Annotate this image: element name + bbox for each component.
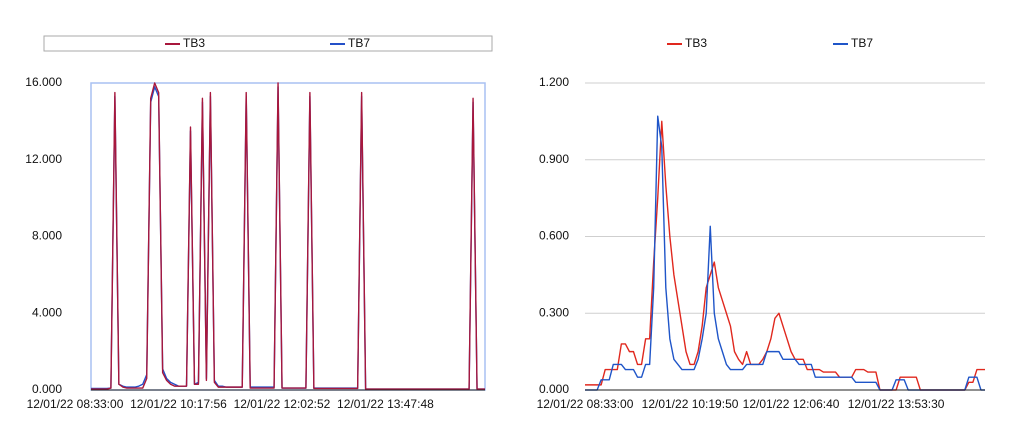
x-tick-label: 12/01/22 13:53:30 <box>848 397 945 411</box>
legend-box <box>43 35 493 52</box>
x-tick-label: 12/01/22 08:33:00 <box>537 397 634 411</box>
x-tick-label: 12/01/22 12:02:52 <box>234 397 331 411</box>
y-tick-label: 16.000 <box>25 75 62 89</box>
legend-label: TB7 <box>851 36 873 50</box>
y-tick-label: 4.000 <box>32 305 62 319</box>
y-tick-label: 0.000 <box>539 382 569 396</box>
series-line <box>91 82 485 390</box>
y-tick-label: 0.900 <box>539 152 569 166</box>
x-tick-label: 12/01/22 10:17:56 <box>130 397 227 411</box>
x-tick-label: 12/01/22 13:47:48 <box>337 397 434 411</box>
y-tick-label: 0.300 <box>539 305 569 319</box>
x-tick-label: 12/01/22 10:19:50 <box>642 397 739 411</box>
y-tick-label: 12.000 <box>25 152 62 166</box>
series-line <box>585 115 985 391</box>
y-tick-label: 0.000 <box>32 382 62 396</box>
y-tick-label: 1.200 <box>539 75 569 89</box>
y-tick-label: 0.600 <box>539 229 569 243</box>
legend-label: TB3 <box>183 36 205 50</box>
x-tick-label: 12/01/22 12:06:40 <box>743 397 840 411</box>
x-tick-label: 12/01/22 08:33:00 <box>27 397 124 411</box>
legend-label: TB3 <box>685 36 707 50</box>
series-line <box>585 120 985 391</box>
y-tick-label: 8.000 <box>32 229 62 243</box>
chart: TB3 TB7 0.000 0.300 0.600 0.900 1.200 12/01/22 … <box>537 36 985 411</box>
chart: TB3 TB7 0.000 4.000 8.000 12.000 16.000 12/01/2… <box>25 35 493 411</box>
legend-label: TB7 <box>348 36 370 50</box>
